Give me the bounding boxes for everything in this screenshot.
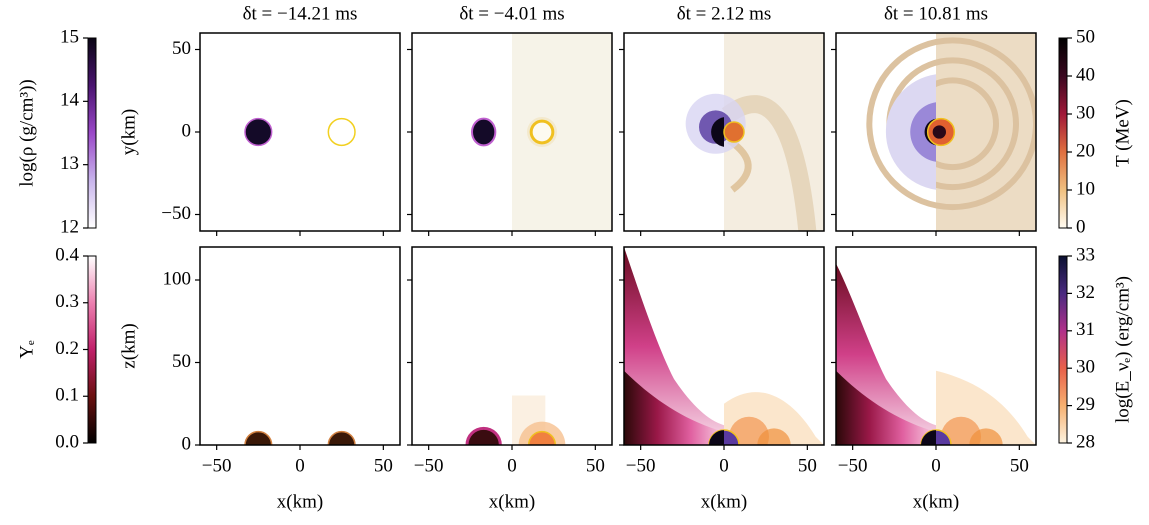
x-tick-label: 0 (507, 455, 517, 476)
panel-title: δt = −14.21 ms (243, 3, 358, 24)
blob (724, 122, 744, 142)
x-axis-label: x(km) (913, 491, 959, 512)
colorbar (88, 38, 96, 228)
colorbar-tick-label: 30 (1076, 357, 1095, 378)
colorbar-label: log(E_νₑ) (erg/cm³) (1112, 276, 1133, 423)
panel-image (869, 33, 1036, 231)
panel-frame (200, 247, 400, 445)
x-tick-label: 50 (798, 455, 817, 476)
x-tick-label: −50 (414, 455, 444, 476)
y-tick-label: 0 (182, 120, 192, 141)
colorbar-tick-label: 0 (1076, 216, 1086, 237)
figure: y(km) z(km) −50 0 50 δt = −14.21 ms δt = −4.… (0, 0, 1149, 520)
x-tick-label: 0 (295, 455, 305, 476)
colorbar-tick-label: 15 (60, 26, 79, 47)
x-tick-label: 50 (374, 455, 393, 476)
colorbar-tick-label: 10 (1076, 178, 1095, 199)
blob (245, 119, 272, 146)
colorbar-tick-label: 0.3 (55, 291, 79, 312)
x-axis-label: x(km) (277, 491, 323, 512)
colorbar-tick-label: 31 (1076, 319, 1095, 340)
colorbar-tick-label: 29 (1076, 394, 1095, 415)
z-axis-label: z(km) (118, 323, 139, 368)
colorbar-tick-label: 0.1 (55, 385, 79, 406)
colorbar (1059, 38, 1067, 228)
panel-frame (200, 33, 400, 231)
y-tick-label: 100 (163, 268, 192, 289)
colorbar-tick-label: 32 (1076, 282, 1095, 303)
colorbar-tick-label: 50 (1076, 26, 1095, 47)
colorbar-tick-label: 28 (1076, 431, 1095, 452)
colorbar-tick-label: 14 (60, 90, 80, 111)
y-tick-label: 0 (182, 433, 192, 454)
colorbar-tick-label: 40 (1076, 64, 1095, 85)
panel-image (836, 264, 1036, 462)
x-axis-label: x(km) (489, 491, 535, 512)
y-tick-label: −50 (161, 203, 191, 224)
blob (472, 119, 495, 146)
panel-image (686, 33, 824, 231)
x-tick-label: 0 (931, 455, 941, 476)
x-tick-label: −50 (838, 455, 868, 476)
x-tick-label: 50 (1010, 455, 1029, 476)
panel-image (624, 247, 824, 462)
colorbar-tick-label: 0.4 (55, 244, 79, 265)
x-tick-label: 0 (719, 455, 729, 476)
blob (328, 119, 355, 146)
colorbar-tick-label: 12 (60, 216, 79, 237)
blob (933, 125, 946, 138)
panel-title: δt = 2.12 ms (677, 3, 772, 24)
x-tick-label: 50 (586, 455, 605, 476)
colorbar-tick-label: 33 (1076, 244, 1095, 265)
colorbar-tick-label: 0.2 (55, 338, 79, 359)
colorbar-tick-label: 0.0 (55, 431, 79, 452)
panel-image (245, 119, 355, 146)
colorbar-tick-label: 13 (60, 153, 79, 174)
panel-image (472, 33, 612, 231)
colorbar-tick-label: 30 (1076, 102, 1095, 123)
panel-title: δt = −4.01 ms (459, 3, 564, 24)
colorbar (88, 256, 96, 443)
blob (531, 121, 553, 143)
x-axis-label: x(km) (701, 491, 747, 512)
x-tick-label: −50 (626, 455, 656, 476)
x-tick-label: −50 (202, 455, 232, 476)
colorbar-tick-label: 20 (1076, 140, 1095, 161)
y-tick-label: 50 (172, 351, 191, 372)
colorbar (1059, 256, 1067, 443)
colorbar-label: T (MeV) (1112, 99, 1133, 167)
y-axis-label: y(km) (118, 109, 139, 155)
colorbar-label: Yₑ (16, 340, 37, 359)
panel-title: δt = 10.81 ms (884, 3, 988, 24)
y-tick-label: 50 (172, 38, 191, 59)
colorbar-label: log(ρ (g/cm³)) (16, 79, 37, 187)
